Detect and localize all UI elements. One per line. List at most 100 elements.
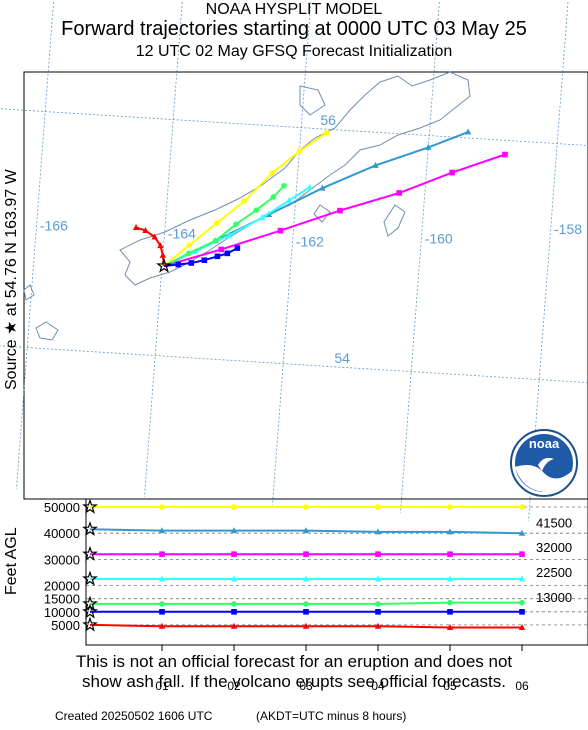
- height-point: [518, 529, 526, 536]
- trajectory-point: [449, 169, 455, 176]
- trajectory-point: [132, 224, 140, 230]
- trajectory-point: [270, 194, 277, 200]
- height-point: [231, 504, 237, 510]
- trajectory-point: [372, 161, 379, 168]
- trajectory-tracks: [132, 128, 508, 273]
- longitude-label: -160: [425, 231, 453, 247]
- height-point: [446, 528, 454, 535]
- coastline-segment: [383, 204, 406, 237]
- trajectory-point: [306, 183, 313, 190]
- height-point: [303, 601, 309, 607]
- trajectory-point: [281, 182, 287, 189]
- height-point: [375, 551, 381, 557]
- height-tick-label: 10000: [44, 605, 80, 620]
- height-point: [302, 622, 310, 629]
- height-tick-label: 50000: [44, 500, 80, 515]
- trajectory-point: [142, 226, 149, 233]
- start-height-label: 32000: [536, 540, 572, 555]
- trajectory-point: [151, 233, 158, 240]
- start-height-star-icon: [82, 616, 98, 632]
- height-point: [519, 599, 525, 606]
- height-point: [519, 551, 525, 557]
- trajectory-point: [502, 151, 508, 158]
- trajectory-point: [269, 170, 275, 176]
- height-point: [230, 527, 238, 534]
- longitude-label: -158: [554, 221, 582, 237]
- height-tick-label: 40000: [44, 526, 80, 541]
- trajectory-point: [253, 207, 260, 213]
- longitude-label: -166: [40, 217, 68, 233]
- trajectory-point: [188, 260, 195, 266]
- trajectory-point: [213, 220, 220, 226]
- height-point: [303, 504, 309, 510]
- height-point: [374, 575, 382, 582]
- meridian-line: [144, 0, 183, 498]
- trajectory-point: [185, 250, 192, 257]
- height-point: [231, 551, 237, 557]
- meridian-line: [400, 0, 440, 514]
- trajectory-point: [319, 184, 326, 191]
- coastline-segment: [35, 321, 59, 341]
- trajectory-point: [212, 237, 219, 244]
- trajectory-point: [259, 214, 266, 221]
- disclaimer-line-2: show ash fall. If the volcano erupts see…: [82, 672, 506, 691]
- parallel-line: [0, 108, 588, 146]
- trajectory-point: [225, 232, 232, 239]
- trajectory-point: [157, 242, 164, 249]
- height-point: [159, 601, 165, 607]
- parallel-line: [0, 345, 588, 384]
- height-tick-label: 30000: [44, 552, 80, 567]
- height-tracks: [82, 498, 526, 632]
- source-side-label: Source ★ at 54.76 N 163.97 W: [3, 168, 20, 390]
- height-point: [158, 575, 166, 582]
- noaa-logo-icon: [510, 429, 578, 497]
- start-height-star-icon: [82, 520, 98, 536]
- trajectory-point: [337, 207, 343, 214]
- latitude-label: 56: [320, 112, 336, 128]
- trajectory-point: [201, 257, 208, 264]
- grid-labels: -166 -164 -162 -160 -158 56 54: [40, 112, 582, 366]
- coastline-segment: [299, 85, 326, 116]
- height-point: [375, 601, 381, 607]
- trajectory-point: [214, 253, 221, 260]
- height-panel-frame: [85, 498, 588, 646]
- trajectory-point: [286, 196, 293, 203]
- height-point: [158, 527, 166, 534]
- height-point: [518, 624, 526, 631]
- height-point: [159, 504, 165, 510]
- source-star-icon: [156, 257, 172, 273]
- height-point: [374, 528, 382, 535]
- height-point: [519, 504, 525, 510]
- start-height-label: 22500: [536, 565, 572, 580]
- height-point: [159, 609, 165, 615]
- time-tick-label: 06: [515, 679, 529, 693]
- height-axis-label: Feet AGL: [3, 527, 20, 595]
- coastline-segment: [23, 284, 35, 301]
- height-point: [303, 551, 309, 557]
- height-tick-label: 20000: [44, 579, 80, 594]
- trajectory-point: [234, 245, 241, 251]
- start-height-label: 41500: [536, 515, 572, 530]
- trajectory-title: Forward trajectories starting at 0000 UT…: [61, 18, 527, 40]
- time-tick-label: 04: [371, 679, 385, 693]
- time-tick-label: 01: [155, 679, 169, 693]
- latitude-label: 54: [334, 350, 350, 366]
- height-tick-label: 15000: [44, 592, 80, 607]
- time-tick-label: 02: [227, 679, 241, 693]
- start-height-star-icon: [82, 545, 98, 561]
- longitude-label: -162: [296, 233, 324, 249]
- trajectory-point: [241, 198, 247, 204]
- height-point: [447, 599, 453, 606]
- start-height-star-icon: [82, 570, 98, 586]
- height-point: [231, 601, 237, 607]
- trajectory-point: [175, 261, 182, 268]
- disclaimer: This is not an official forecast for an …: [0, 652, 588, 692]
- lat-lon-grid: [0, 0, 588, 522]
- height-point: [447, 609, 453, 615]
- height-point: [230, 575, 238, 582]
- trajectory-point: [425, 143, 432, 150]
- trajectory-point: [296, 148, 303, 154]
- trajectory-point: [464, 128, 472, 135]
- height-point: [447, 551, 453, 557]
